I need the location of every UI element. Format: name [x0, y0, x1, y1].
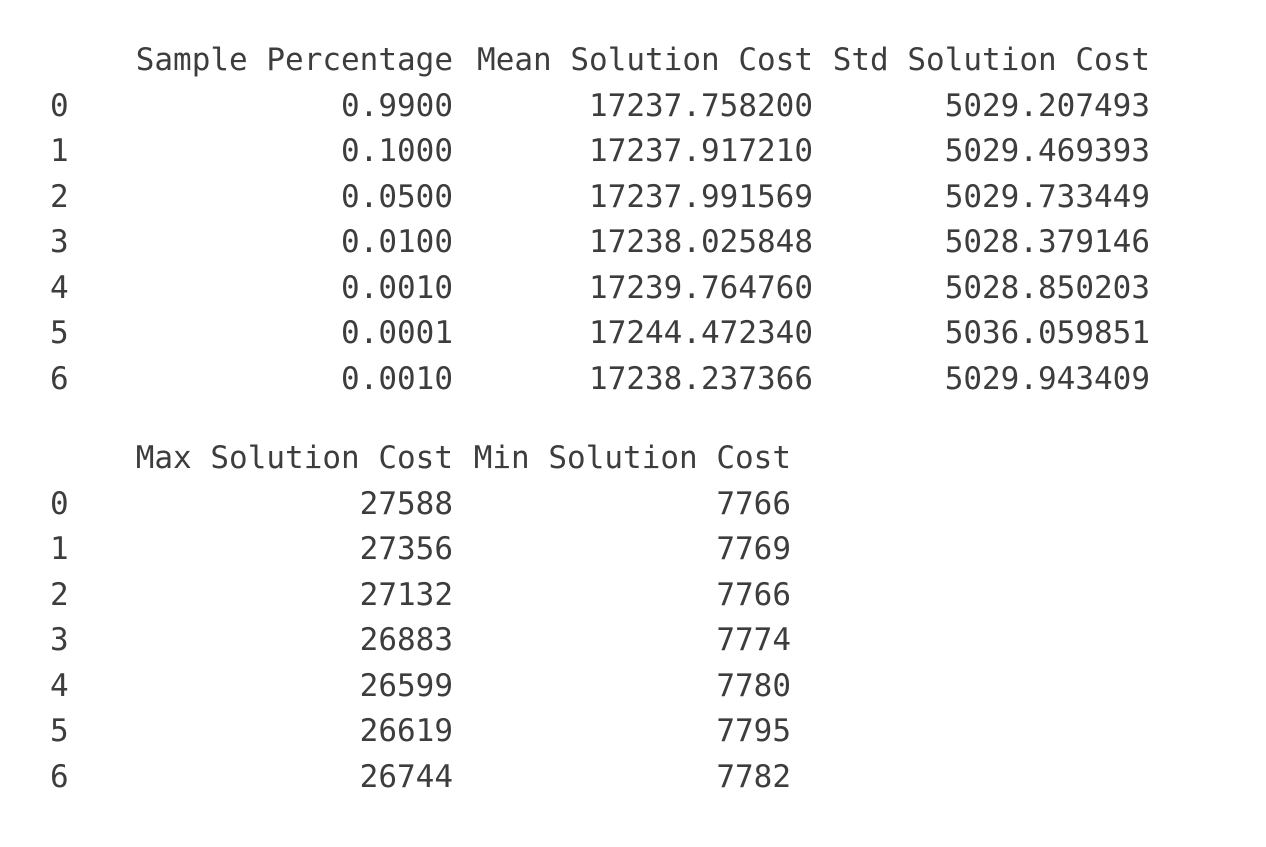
table-row: 2 0.0500 17237.991569 5029.733449: [50, 175, 1150, 221]
column-header-min-solution-cost: Min Solution Cost: [473, 440, 791, 476]
row-index: 5: [50, 315, 69, 351]
row-index: 1: [50, 531, 69, 567]
cell-std-solution-cost: 5029.469393: [944, 133, 1150, 169]
cell-min-solution-cost: 7769: [716, 531, 791, 567]
index-header: [50, 436, 112, 482]
cell-sample-percentage: 0.0100: [341, 224, 453, 260]
cell-max-solution-cost: 27132: [359, 576, 453, 613]
table-row: 3 26883 7774: [50, 618, 791, 664]
cell-mean-solution-cost: 17237.917210: [589, 133, 813, 169]
index-header: [50, 38, 112, 84]
dataframe-output: Sample Percentage Mean Solution Cost Std…: [50, 38, 1150, 800]
row-index: 0: [50, 87, 69, 124]
cell-min-solution-cost: 7774: [716, 622, 791, 658]
cell-max-solution-cost: 26883: [359, 622, 453, 658]
cell-max-solution-cost: 27588: [359, 485, 453, 522]
table-row: 1 0.1000 17237.917210 5029.469393: [50, 129, 1150, 175]
column-header-mean-solution-cost: Mean Solution Cost: [477, 42, 813, 78]
cell-sample-percentage: 0.0001: [341, 315, 453, 351]
table-header-row: Sample Percentage Mean Solution Cost Std…: [50, 38, 1150, 84]
table-row: 4 26599 7780: [50, 664, 791, 710]
cell-std-solution-cost: 5029.207493: [944, 87, 1150, 124]
row-index: 4: [50, 667, 69, 704]
cell-min-solution-cost: 7766: [716, 485, 791, 522]
table-header-row: Max Solution Cost Min Solution Cost: [50, 436, 791, 482]
table-row: 5 0.0001 17244.472340 5036.059851: [50, 311, 1150, 357]
cell-mean-solution-cost: 17244.472340: [589, 315, 813, 351]
row-index: 0: [50, 485, 69, 522]
cell-mean-solution-cost: 17238.025848: [589, 224, 813, 260]
cell-sample-percentage: 0.0010: [341, 360, 453, 397]
cell-std-solution-cost: 5036.059851: [944, 315, 1150, 351]
cell-max-solution-cost: 26619: [359, 713, 453, 749]
row-index: 4: [50, 269, 69, 306]
dataframe-block-2: Max Solution Cost Min Solution Cost 0 27…: [50, 436, 1150, 800]
table-row: 2 27132 7766: [50, 573, 791, 619]
cell-sample-percentage: 0.1000: [341, 133, 453, 169]
column-header-sample-percentage: Sample Percentage: [135, 42, 453, 78]
cell-mean-solution-cost: 17237.758200: [589, 87, 813, 124]
cell-sample-percentage: 0.9900: [341, 87, 453, 124]
table-row: 5 26619 7795: [50, 709, 791, 755]
row-index: 2: [50, 178, 69, 215]
cell-mean-solution-cost: 17239.764760: [589, 269, 813, 306]
cell-mean-solution-cost: 17237.991569: [589, 178, 813, 215]
cell-min-solution-cost: 7766: [716, 576, 791, 613]
row-index: 2: [50, 576, 69, 613]
dataframe-block-1: Sample Percentage Mean Solution Cost Std…: [50, 38, 1150, 402]
cell-std-solution-cost: 5029.733449: [944, 178, 1150, 215]
table-row: 4 0.0010 17239.764760 5028.850203: [50, 266, 1150, 312]
cell-min-solution-cost: 7782: [716, 758, 791, 795]
column-header-std-solution-cost: Std Solution Cost: [832, 42, 1150, 78]
column-header-max-solution-cost: Max Solution Cost: [135, 440, 453, 476]
row-index: 3: [50, 224, 69, 260]
table-row: 0 27588 7766: [50, 482, 791, 528]
cell-max-solution-cost: 26599: [359, 667, 453, 704]
table-row: 6 0.0010 17238.237366 5029.943409: [50, 357, 1150, 403]
row-index: 5: [50, 713, 69, 749]
cell-max-solution-cost: 27356: [359, 531, 453, 567]
cell-sample-percentage: 0.0500: [341, 178, 453, 215]
table-row: 0 0.9900 17237.758200 5029.207493: [50, 84, 1150, 130]
row-index: 6: [50, 360, 69, 397]
cell-std-solution-cost: 5029.943409: [944, 360, 1150, 397]
row-index: 6: [50, 758, 69, 795]
row-index: 3: [50, 622, 69, 658]
dataframe-table-1: Sample Percentage Mean Solution Cost Std…: [50, 38, 1150, 402]
table-row: 1 27356 7769: [50, 527, 791, 573]
cell-mean-solution-cost: 17238.237366: [589, 360, 813, 397]
row-index: 1: [50, 133, 69, 169]
table-row: 6 26744 7782: [50, 755, 791, 801]
dataframe-table-2: Max Solution Cost Min Solution Cost 0 27…: [50, 436, 791, 800]
table-row: 3 0.0100 17238.025848 5028.379146: [50, 220, 1150, 266]
cell-min-solution-cost: 7795: [716, 713, 791, 749]
cell-max-solution-cost: 26744: [359, 758, 453, 795]
cell-min-solution-cost: 7780: [716, 667, 791, 704]
cell-std-solution-cost: 5028.379146: [944, 224, 1150, 260]
cell-sample-percentage: 0.0010: [341, 269, 453, 306]
cell-std-solution-cost: 5028.850203: [944, 269, 1150, 306]
